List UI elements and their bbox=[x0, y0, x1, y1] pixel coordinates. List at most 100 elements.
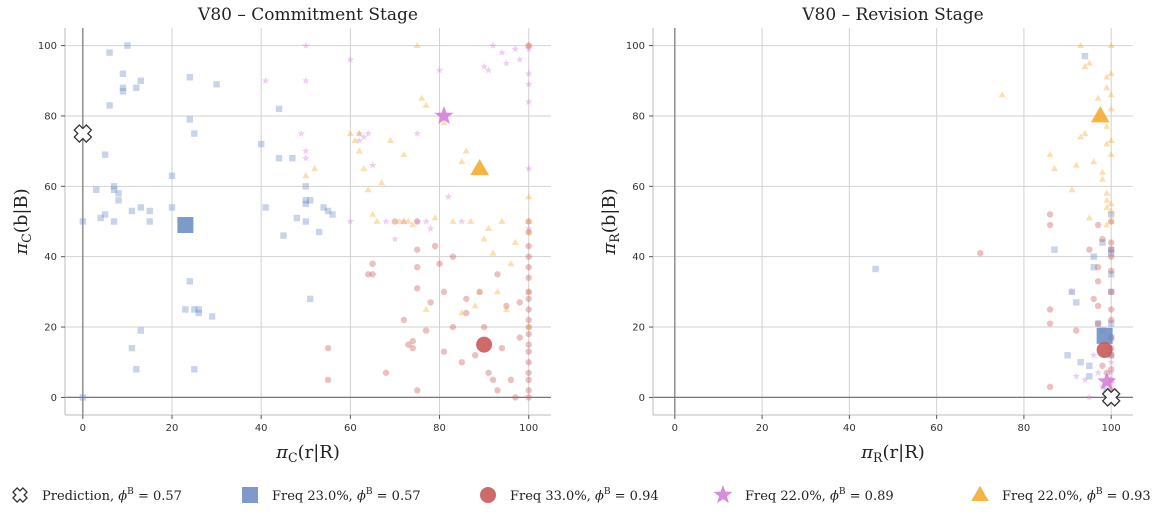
data-point bbox=[301, 154, 310, 162]
legend-marker-square bbox=[242, 487, 258, 503]
data-point bbox=[97, 214, 104, 222]
data-point bbox=[208, 313, 216, 320]
data-point bbox=[391, 235, 399, 243]
data-point bbox=[400, 217, 408, 224]
y-tick-label: 80 bbox=[44, 111, 57, 122]
data-point bbox=[186, 116, 194, 123]
legend-marker-cross-hollow bbox=[12, 487, 28, 503]
legend-marker-star bbox=[713, 485, 733, 504]
data-point bbox=[1050, 165, 1058, 172]
data-point bbox=[418, 94, 426, 101]
legend-label: Freq 33.0%, ϕB = 0.94 bbox=[510, 487, 659, 504]
data-point bbox=[133, 84, 140, 92]
data-point bbox=[1085, 214, 1093, 221]
data-point bbox=[101, 211, 109, 218]
data-point bbox=[346, 55, 355, 63]
data-point bbox=[431, 214, 439, 221]
data-point bbox=[369, 210, 377, 217]
series-triangle bbox=[998, 41, 1115, 228]
data-point bbox=[1046, 383, 1054, 391]
data-point bbox=[525, 242, 532, 250]
data-point bbox=[119, 88, 127, 95]
cross-outline bbox=[73, 124, 93, 143]
data-point bbox=[1094, 320, 1102, 327]
x-axis-label: πC(r|R) bbox=[275, 442, 340, 465]
data-point bbox=[515, 55, 524, 63]
data-point bbox=[302, 197, 309, 204]
data-point bbox=[511, 45, 520, 53]
y-tick-label: 80 bbox=[632, 111, 645, 122]
data-point bbox=[414, 285, 421, 292]
data-point bbox=[524, 97, 533, 106]
data-point bbox=[355, 136, 364, 144]
legend-item: Freq 23.0%, ϕB = 0.57 bbox=[242, 487, 421, 504]
data-point bbox=[1077, 133, 1085, 140]
data-point bbox=[1072, 372, 1081, 380]
data-point bbox=[1089, 351, 1098, 359]
data-point bbox=[1107, 246, 1115, 253]
data-point bbox=[1094, 278, 1102, 285]
data-point bbox=[1081, 129, 1089, 136]
data-point bbox=[93, 186, 100, 194]
data-point bbox=[386, 136, 395, 143]
data-point bbox=[409, 337, 416, 345]
x-tick-label: 0 bbox=[80, 423, 86, 434]
data-point bbox=[485, 224, 493, 231]
data-point bbox=[1068, 186, 1076, 193]
data-point bbox=[1046, 306, 1054, 313]
data-point bbox=[1107, 267, 1115, 274]
data-point bbox=[525, 288, 532, 296]
data-point bbox=[414, 246, 421, 253]
data-point bbox=[1086, 373, 1093, 380]
data-point bbox=[1090, 158, 1098, 165]
legend-label: Prediction, ϕB = 0.57 bbox=[42, 487, 182, 504]
data-point bbox=[137, 204, 144, 211]
data-point bbox=[1107, 288, 1115, 296]
data-point bbox=[1103, 221, 1111, 228]
data-point bbox=[182, 306, 189, 313]
data-point bbox=[485, 369, 492, 376]
data-point bbox=[458, 158, 466, 165]
data-point bbox=[502, 59, 511, 67]
data-point bbox=[507, 376, 515, 384]
data-point bbox=[502, 305, 510, 312]
data-point bbox=[128, 207, 136, 215]
data-point bbox=[472, 351, 479, 359]
data-point bbox=[1098, 168, 1106, 175]
data-point bbox=[1103, 122, 1111, 129]
y-tick-label: 60 bbox=[44, 182, 57, 193]
series-circle bbox=[324, 42, 532, 401]
data-point bbox=[301, 147, 310, 155]
data-point bbox=[293, 214, 301, 222]
data-point bbox=[1090, 253, 1097, 260]
data-point bbox=[489, 41, 497, 49]
data-point bbox=[1107, 316, 1115, 324]
centroid-star bbox=[1097, 371, 1117, 390]
data-point bbox=[1107, 41, 1115, 48]
data-point bbox=[1107, 136, 1115, 143]
data-point bbox=[480, 323, 488, 331]
data-point bbox=[373, 217, 381, 224]
data-point bbox=[414, 264, 421, 271]
x-tick-label: 80 bbox=[433, 423, 446, 434]
data-point bbox=[1103, 196, 1111, 203]
x-tick-label: 20 bbox=[166, 423, 179, 434]
data-point bbox=[1107, 150, 1115, 158]
data-point bbox=[525, 218, 532, 225]
data-point bbox=[525, 369, 532, 376]
prediction-marker bbox=[73, 124, 93, 143]
data-point bbox=[1107, 386, 1115, 394]
data-point bbox=[525, 295, 532, 303]
chart-title: V80 – Commitment Stage bbox=[197, 5, 418, 25]
data-point bbox=[422, 217, 430, 225]
data-point bbox=[1107, 271, 1115, 278]
data-point bbox=[480, 235, 488, 242]
data-point bbox=[400, 316, 408, 324]
centroid-square bbox=[1096, 327, 1113, 344]
data-point bbox=[115, 190, 122, 197]
data-point bbox=[1068, 287, 1076, 296]
data-point bbox=[275, 154, 283, 162]
data-point bbox=[467, 217, 475, 224]
legend-label: Freq 23.0%, ϕB = 0.57 bbox=[272, 487, 421, 504]
data-point bbox=[1094, 320, 1102, 327]
